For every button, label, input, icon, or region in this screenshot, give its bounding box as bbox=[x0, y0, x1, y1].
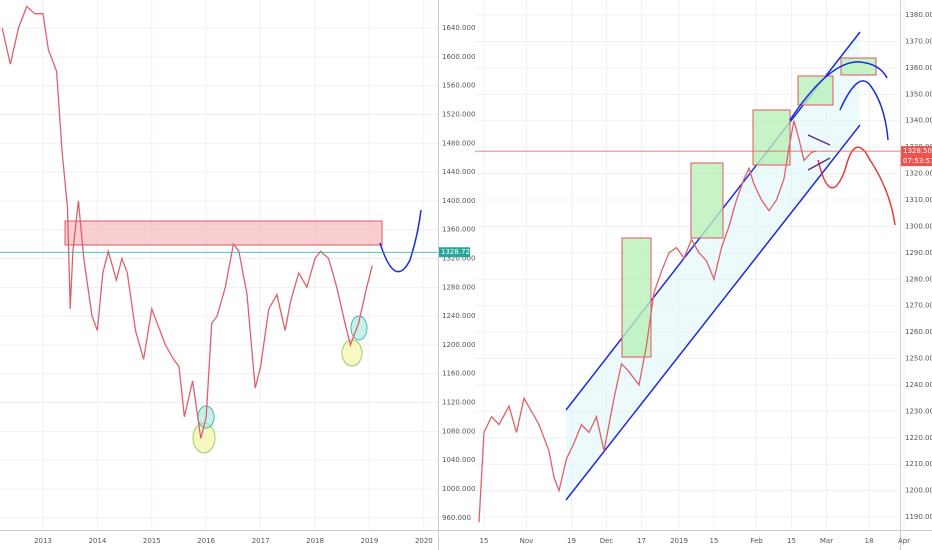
x-tick-label: 2017 bbox=[252, 537, 270, 545]
y-tick-label: 1220.00 bbox=[905, 434, 932, 442]
x-tick-label: 2020 bbox=[415, 537, 433, 545]
x-tick-label: 17 bbox=[637, 537, 646, 545]
channel-line bbox=[565, 124, 861, 501]
highlight bbox=[341, 339, 363, 367]
y-tick-label: 1240.00 bbox=[905, 381, 932, 389]
y-tick-label: 1480.000 bbox=[442, 139, 475, 147]
projection bbox=[839, 80, 889, 141]
resistance-zone bbox=[64, 220, 383, 246]
x-tick-label: 15 bbox=[787, 537, 796, 545]
price-tag-label: 1328.727 bbox=[441, 248, 474, 256]
x-tick-label: 18 bbox=[865, 537, 874, 545]
y-tick-label: 1320.00 bbox=[905, 170, 932, 178]
y-tick-label: 1640.000 bbox=[442, 24, 475, 32]
y-tick-label: 960.000 bbox=[442, 514, 471, 522]
y-tick-label: 1270.00 bbox=[905, 302, 932, 310]
y-tick-label: 1300.00 bbox=[905, 222, 932, 230]
y-tick-label: 1520.000 bbox=[442, 110, 475, 118]
x-tick-label: 2013 bbox=[34, 537, 52, 545]
y-tick-label: 1040.000 bbox=[442, 456, 475, 464]
x-tick-label: 2019 bbox=[361, 537, 379, 545]
label-layer: 960.000 1000.000 1040.000 1080.000 1120.000 1… bbox=[34, 11, 932, 545]
x-tick-label: 2014 bbox=[88, 537, 106, 545]
x-tick-label: 15 bbox=[480, 537, 489, 545]
y-tick-label: 1380.00 bbox=[905, 11, 932, 19]
price-tag bbox=[439, 247, 470, 258]
projection bbox=[817, 146, 896, 226]
x-tick-label: 2016 bbox=[197, 537, 215, 545]
price-tag bbox=[901, 146, 932, 167]
box bbox=[752, 109, 791, 166]
y-tick-label: 1340.00 bbox=[905, 117, 932, 125]
y-tick-label: 1320.000 bbox=[442, 255, 475, 263]
y-tick-label: 1160.000 bbox=[442, 370, 475, 378]
y-tick-label: 1360.00 bbox=[905, 64, 932, 72]
y-tick-label: 1210.00 bbox=[905, 460, 932, 468]
x-tick-label: 2019 bbox=[670, 537, 688, 545]
y-tick-label: 1360.000 bbox=[442, 226, 475, 234]
y-tick-label: 1000.000 bbox=[442, 485, 475, 493]
y-tick-label: 1400.000 bbox=[442, 197, 475, 205]
y-tick-label: 1370.00 bbox=[905, 37, 932, 45]
x-tick-label: 15 bbox=[710, 537, 719, 545]
y-tick-label: 1190.00 bbox=[905, 513, 932, 521]
y-tick-label: 1440.000 bbox=[442, 168, 475, 176]
y-tick-label: 1120.000 bbox=[442, 399, 475, 407]
wedge-line bbox=[807, 157, 831, 171]
box bbox=[840, 57, 877, 76]
y-tick-label: 1200.00 bbox=[905, 487, 932, 495]
countdown-label: 07:53:57 bbox=[903, 157, 932, 165]
x-tick-label: Feb bbox=[750, 537, 763, 545]
y-tick-label: 1250.00 bbox=[905, 355, 932, 363]
x-tick-label: 2015 bbox=[143, 537, 161, 545]
y-tick-label: 1240.000 bbox=[442, 312, 475, 320]
y-tick-label: 1230.00 bbox=[905, 407, 932, 415]
x-tick-label: 2018 bbox=[306, 537, 324, 545]
x-tick-label: Mar bbox=[820, 537, 833, 545]
x-tick-label: Nov bbox=[520, 537, 534, 545]
box bbox=[690, 162, 724, 239]
y-tick-label: 1260.00 bbox=[905, 328, 932, 336]
data-layer bbox=[0, 5, 900, 523]
projection bbox=[379, 209, 422, 273]
wedge-line bbox=[807, 134, 831, 146]
y-tick-label: 1290.00 bbox=[905, 249, 932, 257]
y-tick-label: 1600.000 bbox=[442, 53, 475, 61]
price-tag-label: 1328.50 bbox=[903, 147, 932, 155]
y-tick-label: 1280.000 bbox=[442, 283, 475, 291]
price-line bbox=[1, 5, 373, 439]
price-line bbox=[478, 120, 817, 523]
x-tick-label: Apr bbox=[898, 537, 910, 545]
y-tick-label: 1280.00 bbox=[905, 275, 932, 283]
y-tick-label: 1200.000 bbox=[442, 341, 475, 349]
x-tick-label: 19 bbox=[567, 537, 576, 545]
x-tick-label: Dec bbox=[600, 537, 614, 545]
y-tick-label: 1310.00 bbox=[905, 196, 932, 204]
y-tick-label: 1350.00 bbox=[905, 90, 932, 98]
y-tick-label: 1560.000 bbox=[442, 82, 475, 90]
projection bbox=[789, 61, 888, 121]
box bbox=[621, 237, 652, 358]
y-tick-label: 1080.000 bbox=[442, 427, 475, 435]
